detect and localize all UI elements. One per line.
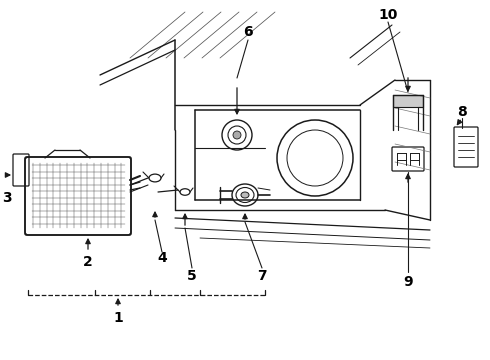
Text: 3: 3 (2, 191, 12, 205)
Text: 9: 9 (403, 275, 413, 289)
Text: 7: 7 (257, 269, 267, 283)
Ellipse shape (241, 192, 249, 198)
Text: 5: 5 (187, 269, 197, 283)
Text: 10: 10 (378, 8, 398, 22)
Text: 8: 8 (457, 105, 467, 119)
Circle shape (233, 131, 241, 139)
Text: 6: 6 (243, 25, 253, 39)
Text: 2: 2 (83, 255, 93, 269)
Bar (393, 95, 423, 107)
Text: 1: 1 (113, 311, 123, 325)
Text: 4: 4 (157, 251, 167, 265)
